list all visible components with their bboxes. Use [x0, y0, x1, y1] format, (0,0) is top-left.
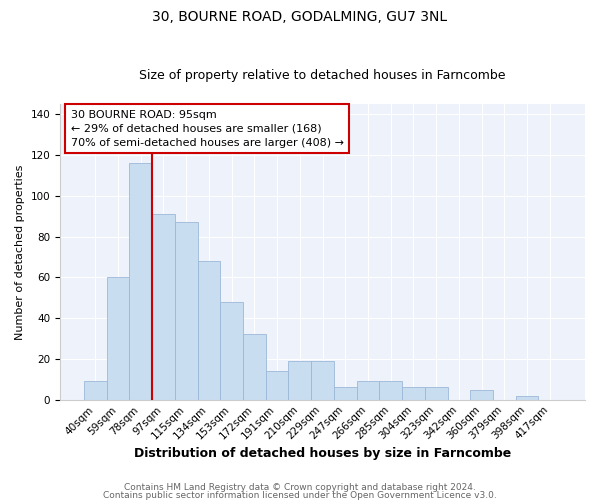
Y-axis label: Number of detached properties: Number of detached properties: [15, 164, 25, 340]
Bar: [175, 222, 197, 400]
Bar: [289, 361, 311, 400]
Bar: [356, 382, 379, 400]
Bar: [243, 334, 266, 400]
Bar: [311, 361, 334, 400]
Text: Contains HM Land Registry data © Crown copyright and database right 2024.: Contains HM Land Registry data © Crown c…: [124, 484, 476, 492]
Bar: [402, 388, 425, 400]
Bar: [425, 388, 448, 400]
Bar: [130, 163, 152, 400]
Bar: [152, 214, 175, 400]
Bar: [515, 396, 538, 400]
Bar: [470, 390, 493, 400]
Title: Size of property relative to detached houses in Farncombe: Size of property relative to detached ho…: [139, 69, 506, 82]
Bar: [197, 261, 220, 400]
Bar: [84, 382, 107, 400]
Bar: [220, 302, 243, 400]
Bar: [107, 278, 130, 400]
Bar: [266, 371, 289, 400]
Bar: [334, 388, 356, 400]
Text: 30, BOURNE ROAD, GODALMING, GU7 3NL: 30, BOURNE ROAD, GODALMING, GU7 3NL: [152, 10, 448, 24]
Text: Contains public sector information licensed under the Open Government Licence v3: Contains public sector information licen…: [103, 490, 497, 500]
Text: 30 BOURNE ROAD: 95sqm
← 29% of detached houses are smaller (168)
70% of semi-det: 30 BOURNE ROAD: 95sqm ← 29% of detached …: [71, 110, 344, 148]
X-axis label: Distribution of detached houses by size in Farncombe: Distribution of detached houses by size …: [134, 447, 511, 460]
Bar: [379, 382, 402, 400]
